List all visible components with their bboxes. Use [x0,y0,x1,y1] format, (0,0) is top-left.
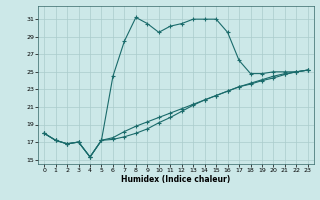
X-axis label: Humidex (Indice chaleur): Humidex (Indice chaleur) [121,175,231,184]
